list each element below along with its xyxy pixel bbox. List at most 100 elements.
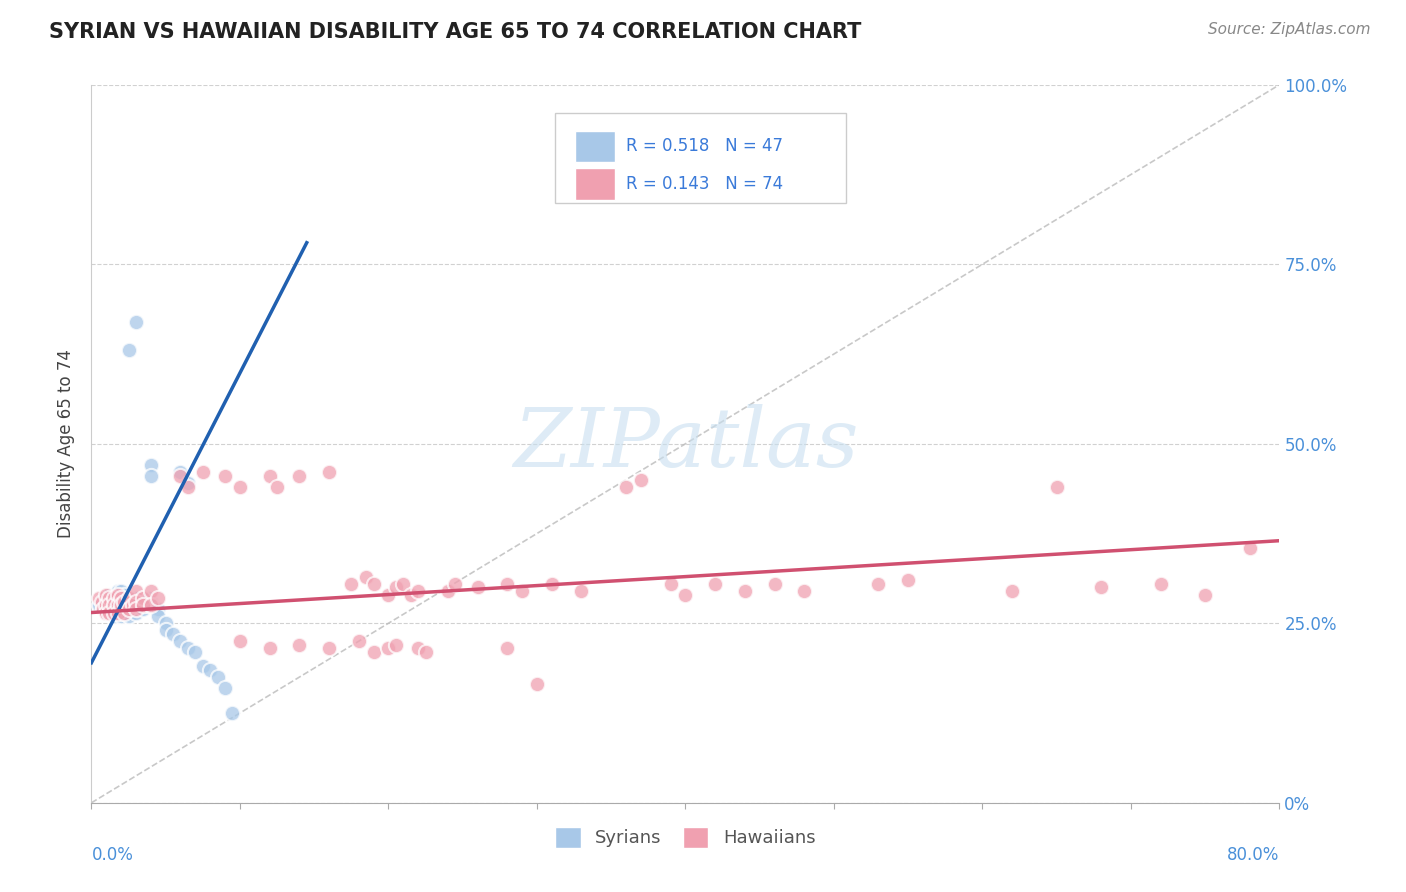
Point [110, 609, 132, 624]
Point [496, 641, 519, 656]
Point [91, 602, 114, 616]
Point [107, 588, 129, 602]
Point [125, 595, 148, 609]
Point [266, 480, 288, 494]
Text: R = 0.143   N = 74: R = 0.143 N = 74 [626, 175, 783, 193]
Point [122, 602, 145, 616]
Point [112, 606, 135, 620]
Point [139, 584, 162, 599]
Point [110, 602, 132, 616]
Text: SYRIAN VS HAWAIIAN DISABILITY AGE 65 TO 74 CORRELATION CHART: SYRIAN VS HAWAIIAN DISABILITY AGE 65 TO … [49, 22, 862, 42]
Point [112, 599, 135, 613]
Point [117, 343, 139, 358]
Point [318, 466, 340, 480]
Point [169, 469, 191, 483]
Point [406, 641, 429, 656]
Point [526, 677, 548, 691]
Text: 80.0%: 80.0% [1227, 846, 1279, 863]
Point [162, 627, 184, 641]
Point [793, 584, 815, 599]
Point [734, 584, 756, 599]
Point [139, 469, 162, 483]
Point [103, 609, 125, 624]
Point [107, 595, 129, 609]
Point [221, 706, 243, 720]
Point [540, 576, 562, 591]
Point [467, 581, 489, 595]
Point [132, 591, 155, 606]
Point [91, 602, 114, 616]
Point [125, 591, 148, 606]
Point [136, 599, 159, 613]
Point [107, 584, 129, 599]
Point [1194, 588, 1216, 602]
Point [117, 602, 139, 616]
Point [406, 584, 429, 599]
Point [385, 638, 408, 652]
Point [177, 480, 200, 494]
Point [132, 599, 155, 613]
Point [98, 599, 121, 613]
Point [107, 606, 129, 620]
Point [125, 584, 148, 599]
Point [200, 663, 222, 677]
Point [169, 466, 191, 480]
Point [169, 634, 191, 648]
FancyBboxPatch shape [575, 168, 616, 200]
Point [148, 602, 170, 616]
Point [1046, 480, 1069, 494]
Point [112, 606, 135, 620]
Point [214, 681, 236, 695]
Point [704, 576, 727, 591]
Point [90, 595, 112, 609]
FancyBboxPatch shape [575, 131, 616, 162]
Point [673, 588, 696, 602]
Point [436, 584, 458, 599]
Point [288, 469, 311, 483]
Point [496, 576, 519, 591]
Point [191, 659, 214, 673]
Point [122, 595, 145, 609]
Point [139, 595, 162, 609]
Point [659, 576, 682, 591]
Point [377, 588, 399, 602]
Point [1001, 584, 1024, 599]
Point [110, 591, 132, 606]
Point [614, 480, 637, 494]
Point [125, 315, 148, 329]
Point [103, 591, 125, 606]
Point [177, 641, 200, 656]
Point [139, 458, 162, 473]
Point [96, 606, 118, 620]
Point [399, 588, 422, 602]
Point [148, 609, 170, 624]
Point [444, 576, 467, 591]
Point [103, 599, 125, 613]
Point [125, 602, 148, 616]
Point [214, 469, 236, 483]
Point [184, 645, 207, 659]
Point [110, 595, 132, 609]
Point [354, 569, 377, 583]
Point [191, 466, 214, 480]
Point [132, 602, 155, 616]
Point [132, 595, 155, 609]
Text: R = 0.518   N = 47: R = 0.518 N = 47 [626, 137, 783, 155]
Point [112, 588, 135, 602]
Point [207, 670, 229, 684]
Point [103, 606, 125, 620]
Point [98, 606, 121, 620]
Point [259, 469, 281, 483]
Point [318, 641, 340, 656]
Point [363, 645, 385, 659]
Point [107, 602, 129, 616]
Point [125, 599, 148, 613]
Point [103, 591, 125, 606]
Point [110, 599, 132, 613]
Text: Source: ZipAtlas.com: Source: ZipAtlas.com [1208, 22, 1371, 37]
Point [139, 599, 162, 613]
Point [392, 576, 415, 591]
Point [363, 576, 385, 591]
Point [229, 634, 252, 648]
Point [87, 599, 110, 613]
